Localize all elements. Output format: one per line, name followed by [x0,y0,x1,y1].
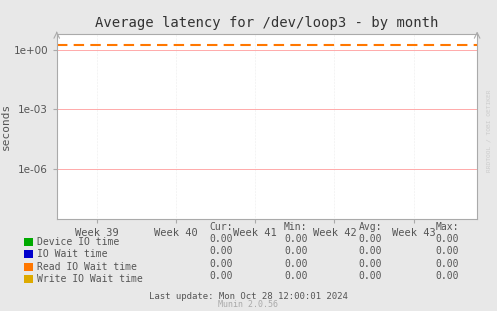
Text: Cur:: Cur: [209,221,233,231]
Text: 0.00: 0.00 [358,259,382,269]
Text: 0.00: 0.00 [284,259,308,269]
Text: Last update: Mon Oct 28 12:00:01 2024: Last update: Mon Oct 28 12:00:01 2024 [149,291,348,300]
Text: 0.00: 0.00 [284,234,308,244]
Y-axis label: seconds: seconds [0,103,11,150]
Text: 0.00: 0.00 [358,234,382,244]
Text: Read IO Wait time: Read IO Wait time [37,262,137,272]
Text: 0.00: 0.00 [358,271,382,281]
Text: 0.00: 0.00 [284,246,308,256]
Text: 0.00: 0.00 [209,246,233,256]
Text: 0.00: 0.00 [284,271,308,281]
Text: Min:: Min: [284,221,308,231]
Text: 0.00: 0.00 [209,234,233,244]
Text: 0.00: 0.00 [435,234,459,244]
Text: 0.00: 0.00 [435,246,459,256]
Text: Max:: Max: [435,221,459,231]
Text: Device IO time: Device IO time [37,237,119,247]
Text: 0.00: 0.00 [209,259,233,269]
Text: Munin 2.0.56: Munin 2.0.56 [219,300,278,309]
Text: Write IO Wait time: Write IO Wait time [37,274,143,284]
Text: 0.00: 0.00 [358,246,382,256]
Text: Avg:: Avg: [358,221,382,231]
Text: 0.00: 0.00 [209,271,233,281]
Text: 0.00: 0.00 [435,259,459,269]
Text: 0.00: 0.00 [435,271,459,281]
Text: IO Wait time: IO Wait time [37,249,108,259]
Text: RRDTOOL / TOBI OETIKER: RRDTOOL / TOBI OETIKER [486,89,491,172]
Title: Average latency for /dev/loop3 - by month: Average latency for /dev/loop3 - by mont… [95,16,439,30]
